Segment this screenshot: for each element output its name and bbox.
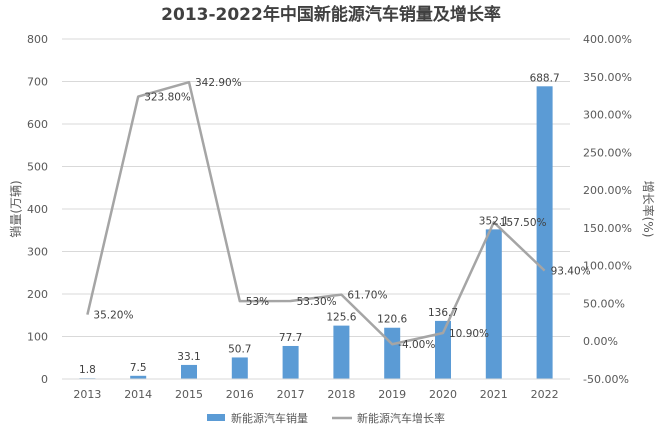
bar [130, 375, 147, 379]
bar-value-label: 120.6 [377, 314, 407, 326]
y2-tick-label: 250.00% [583, 146, 632, 159]
bar-value-label: 33.1 [177, 351, 200, 363]
x-tick-label: 2019 [378, 388, 406, 401]
y-tick-label: 100 [27, 331, 48, 344]
y-tick-label: 600 [27, 118, 48, 131]
y2-tick-label: 150.00% [583, 222, 632, 235]
y-tick-label: 400 [27, 203, 48, 216]
y2-tick-label: 0.00% [583, 335, 618, 348]
x-axis-ticks: 2013 2014 2015 2016 2017 2018 2019 2020 2021 2022 [73, 388, 558, 401]
line-value-label: 61.70% [347, 290, 387, 302]
x-tick-label: 2016 [226, 388, 254, 401]
bar [333, 325, 350, 379]
y2-tick-label: 300.00% [583, 109, 632, 122]
growth-line [86, 80, 546, 346]
y-axis-ticks: 0 100 200 300 400 500 600 700 800 [27, 33, 48, 386]
y-axis-label: 销量(万辆) [9, 180, 23, 237]
line-data-labels: 35.20% 323.80% 342.90% 53% 53.30% 61.70% -4.00… [93, 77, 590, 351]
line-value-label: 53% [246, 296, 269, 308]
legend: 新能源汽车销量 新能源汽车增长率 [207, 411, 445, 425]
bar [181, 364, 197, 379]
legend-bar-label: 新能源汽车销量 [231, 411, 308, 425]
bar-value-label: 77.7 [279, 332, 302, 344]
line-value-label: 53.30% [297, 296, 337, 308]
line-series [86, 80, 546, 346]
legend-bar-swatch [207, 414, 225, 421]
bar [485, 229, 502, 379]
y2-tick-label: 50.00% [583, 297, 625, 310]
x-tick-label: 2021 [480, 388, 508, 401]
y-tick-label: 0 [41, 373, 48, 386]
bar [384, 327, 401, 379]
y2-tick-label: 100.00% [583, 260, 632, 273]
chart-title: 2013-2022年中国新能源汽车销量及增长率 [161, 4, 501, 25]
y2-tick-label: -50.00% [583, 373, 629, 386]
y2-tick-label: 200.00% [583, 184, 632, 197]
x-tick-label: 2018 [327, 388, 355, 401]
bar-value-label: 352.1 [479, 215, 509, 227]
line-value-label: 342.90% [195, 77, 242, 89]
line-value-label: 157.50% [500, 217, 547, 229]
x-tick-label: 2020 [429, 388, 457, 401]
y-tick-label: 300 [27, 246, 48, 259]
y-tick-label: 200 [27, 288, 48, 301]
bar-value-label: 125.6 [326, 312, 356, 324]
x-tick-label: 2022 [531, 388, 559, 401]
bar [231, 357, 248, 379]
line-value-label: 10.90% [449, 328, 489, 340]
bar-value-label: 1.8 [79, 364, 96, 376]
bar-value-label: 50.7 [228, 343, 251, 355]
y2-axis-label: 增长率(%) [641, 181, 656, 238]
bar-value-label: 136.7 [428, 307, 458, 319]
line-value-label: 35.20% [93, 310, 133, 322]
y2-tick-label: 350.00% [583, 71, 632, 84]
x-tick-label: 2013 [73, 388, 101, 401]
line-value-label: 93.40% [551, 266, 591, 278]
y-tick-label: 800 [27, 33, 48, 46]
bar [435, 320, 451, 379]
x-tick-label: 2014 [124, 388, 152, 401]
x-tick-label: 2015 [175, 388, 203, 401]
line-value-label: 323.80% [144, 92, 191, 104]
y2-tick-label: 400.00% [583, 33, 632, 46]
bar-value-label: 688.7 [530, 72, 560, 84]
legend-line-label: 新能源汽车增长率 [357, 411, 445, 425]
x-tick-label: 2017 [277, 388, 305, 401]
bar-value-label: 7.5 [130, 362, 147, 374]
y2-axis-ticks: -50.00% 0.00% 50.00% 100.00% 150.00% 200.00% 2… [583, 33, 632, 386]
line-value-label: -4.00% [398, 339, 435, 351]
bar [282, 345, 299, 379]
bar [536, 86, 553, 380]
gridlines [62, 38, 570, 337]
bar-data-labels: 1.8 7.5 33.1 50.7 77.7 125.6 120.6 136.7 352.1 68… [79, 72, 560, 376]
y-tick-label: 700 [27, 76, 48, 89]
y-tick-label: 500 [27, 161, 48, 174]
